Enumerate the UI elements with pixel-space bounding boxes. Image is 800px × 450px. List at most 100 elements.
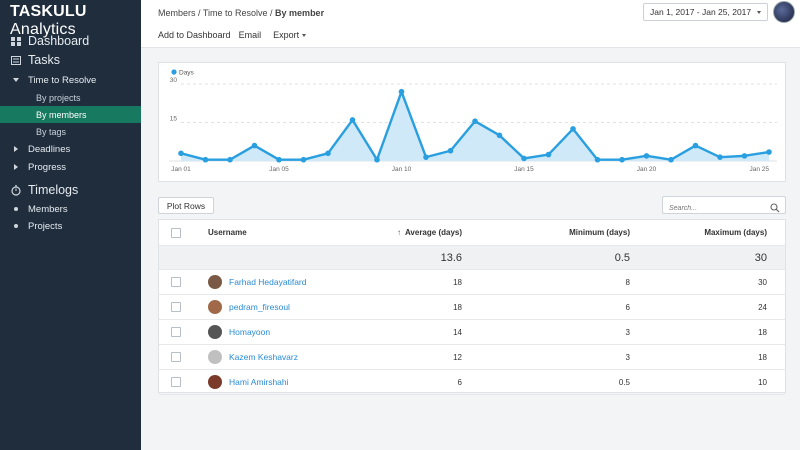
data-point[interactable]: [692, 142, 699, 149]
username-link[interactable]: Kazem Keshavarz: [229, 352, 298, 362]
action-bar: Add to Dashboard Email Export: [158, 30, 307, 40]
data-point[interactable]: [300, 156, 307, 163]
table-row: Kazem Keshavarz 12 3 18: [159, 345, 785, 370]
minimum-cell: 3: [625, 352, 630, 362]
export-dropdown[interactable]: Export: [273, 30, 307, 40]
minimum-cell: 8: [625, 277, 630, 287]
data-point[interactable]: [668, 156, 674, 163]
members-table: Username ↑ Average (days) Minimum (days) …: [158, 219, 786, 395]
sidebar-item-by-tags[interactable]: By tags: [0, 123, 141, 140]
x-tick-label: Jan 10: [392, 166, 412, 173]
email-button[interactable]: Email: [238, 30, 262, 40]
row-checkbox[interactable]: [171, 352, 181, 362]
sidebar-item-label: Progress: [28, 161, 67, 173]
search-box: [662, 196, 786, 217]
data-point[interactable]: [717, 154, 723, 160]
username-link[interactable]: Hami Amirshahi: [229, 377, 289, 387]
username-link[interactable]: Farhad Hedayatifard: [229, 277, 307, 287]
tasks-icon: [11, 55, 21, 65]
brand-logo[interactable]: TASKULU Analytics: [10, 3, 141, 39]
sidebar-item-label: Dashboard: [28, 34, 90, 48]
data-point[interactable]: [643, 153, 650, 159]
data-point[interactable]: [594, 156, 601, 163]
bullet-icon: [11, 224, 21, 228]
sidebar-item-label: Tasks: [28, 53, 60, 67]
data-point[interactable]: [423, 154, 429, 160]
data-point[interactable]: [545, 151, 552, 158]
select-all-checkbox[interactable]: [171, 227, 181, 238]
row-checkbox[interactable]: [171, 302, 181, 312]
sidebar-item-label: By projects: [36, 92, 81, 103]
sidebar-item-deadlines[interactable]: Deadlines: [0, 141, 141, 157]
sidebar-item-tasks[interactable]: Tasks: [0, 51, 141, 69]
sidebar-item-time-to-resolve[interactable]: Time to Resolve: [0, 72, 141, 88]
data-point[interactable]: [202, 156, 209, 163]
sidebar-item-members[interactable]: Members: [0, 201, 141, 217]
search-input[interactable]: [669, 200, 769, 217]
maximum-cell: 24: [758, 302, 767, 312]
table-row: Homayoon 14 3 18: [159, 320, 785, 345]
average-cell: 6: [457, 377, 462, 387]
average-header[interactable]: ↑ Average (days): [349, 220, 462, 245]
row-checkbox[interactable]: [171, 277, 181, 287]
stopwatch-icon: [11, 184, 21, 196]
search-icon[interactable]: [770, 200, 780, 218]
sidebar-item-projects[interactable]: Projects: [0, 218, 141, 234]
data-point[interactable]: [178, 150, 184, 157]
y-tick-label: 15: [170, 116, 178, 123]
data-point[interactable]: [496, 132, 503, 139]
sidebar-item-by-projects[interactable]: By projects: [0, 89, 141, 106]
total-maximum: 30: [754, 251, 767, 264]
date-range-picker[interactable]: Jan 1, 2017 - Jan 25, 2017: [643, 3, 768, 21]
average-header-label: Average (days): [404, 228, 462, 237]
sort-arrow-up-icon: ↑: [396, 228, 401, 237]
legend-marker: [171, 69, 177, 75]
username-link[interactable]: pedram_firesoul: [229, 302, 290, 312]
sidebar-item-timelogs[interactable]: Timelogs: [0, 181, 141, 199]
username-link[interactable]: Homayoon: [229, 327, 271, 337]
add-to-dashboard-button[interactable]: Add to Dashboard: [158, 30, 231, 40]
caret-down-icon: [757, 11, 761, 14]
data-point[interactable]: [521, 155, 527, 162]
chevron-down-icon: [11, 78, 21, 82]
user-avatar[interactable]: [773, 1, 795, 23]
series-area: [181, 91, 769, 161]
minimum-header[interactable]: Minimum (days): [569, 228, 630, 237]
data-point[interactable]: [325, 150, 331, 157]
breadcrumb-path[interactable]: Members / Time to Resolve /: [158, 8, 276, 18]
row-checkbox[interactable]: [171, 327, 181, 337]
data-point[interactable]: [251, 142, 258, 149]
avatar: [208, 350, 222, 364]
username-header[interactable]: Username: [208, 228, 247, 237]
caret-down-icon: [302, 34, 307, 38]
data-point[interactable]: [398, 88, 405, 95]
data-point[interactable]: [276, 156, 282, 163]
average-cell: 14: [453, 327, 462, 337]
data-point[interactable]: [741, 153, 748, 159]
avatar: [208, 325, 222, 339]
sidebar-item-progress[interactable]: Progress: [0, 159, 141, 175]
data-point[interactable]: [472, 118, 478, 125]
breadcrumb: Members / Time to Resolve / By member: [158, 8, 324, 18]
sidebar: TASKULU Analytics Dashboard Tasks Time t…: [0, 0, 141, 450]
maximum-cell: 30: [758, 277, 767, 287]
breadcrumb-current: By member: [275, 8, 325, 18]
table-row: Hami Amirshahi 6 0.5 10: [159, 370, 785, 395]
top-bar: Members / Time to Resolve / By member Ad…: [141, 0, 800, 48]
data-point[interactable]: [619, 156, 625, 163]
data-point[interactable]: [349, 117, 356, 123]
sidebar-item-dashboard[interactable]: Dashboard: [0, 32, 141, 50]
data-point[interactable]: [447, 147, 454, 154]
data-point[interactable]: [227, 156, 233, 163]
sidebar-item-by-members[interactable]: By members: [0, 106, 141, 123]
data-point[interactable]: [570, 126, 576, 132]
minimum-cell: 6: [625, 302, 630, 312]
plot-rows-button[interactable]: Plot Rows: [158, 197, 214, 214]
maximum-header[interactable]: Maximum (days): [704, 228, 767, 237]
minimum-cell: 0.5: [618, 377, 630, 387]
data-point[interactable]: [374, 156, 380, 163]
row-checkbox[interactable]: [171, 377, 181, 387]
data-point[interactable]: [766, 149, 772, 155]
minimum-cell: 3: [625, 327, 630, 337]
table-row: pedram_firesoul 18 6 24: [159, 295, 785, 320]
